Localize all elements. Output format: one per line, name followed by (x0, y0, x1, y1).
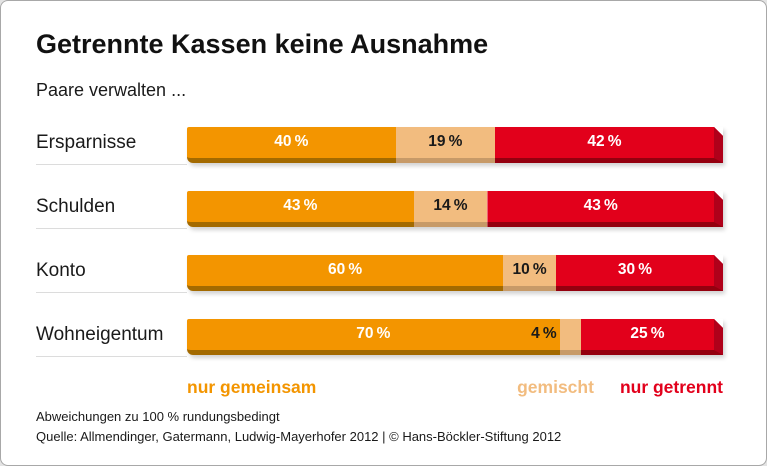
chart-row: Schulden 43 % 14 % 43 % (36, 165, 723, 229)
category-label: Ersparnisse (36, 127, 187, 165)
stacked-bar: 60 % 10 % 30 % (187, 255, 723, 291)
bar-segment-nur-getrennt: 43 % (487, 191, 723, 227)
stacked-bar: 43 % 14 % 43 % (187, 191, 723, 227)
percent-label: 14 % (433, 197, 468, 214)
bar-segment-gemischt: 14 % (413, 191, 488, 227)
chart-rows: Ersparnisse 40 % 19 % 42 % Schulden 43 % 14 % 4… (36, 101, 723, 357)
percent-label: 4 % (531, 325, 557, 342)
bar-segment-nur-gemeinsam: 43 % (187, 191, 414, 227)
bar-segment-nur-gemeinsam: 60 % (187, 255, 504, 291)
percent-label: 25 % (630, 325, 665, 342)
bar-segment-nur-getrennt: 30 % (556, 255, 723, 291)
percent-label: 60 % (328, 261, 363, 278)
page-title: Getrennte Kassen keine Ausnahme (36, 29, 489, 59)
percent-label: 19 % (428, 133, 463, 150)
percent-label: 42 % (587, 133, 622, 150)
legend-item-gemischt: gemischt (517, 377, 594, 397)
bar-segment-nur-gemeinsam: 40 % (187, 127, 396, 163)
legend-item-nur-getrennt: nur getrennt (619, 377, 723, 397)
category-label: Schulden (36, 191, 187, 229)
category-label: Wohneigentum (36, 319, 187, 357)
bar-segment-gemischt: 19 % (395, 127, 495, 163)
chart-row: Ersparnisse 40 % 19 % 42 % (36, 101, 723, 165)
chart-footer: Abweichungen zu 100 % rundungsbedingt Qu… (36, 407, 731, 447)
bar-segment-nur-getrennt: 25 % (581, 319, 723, 355)
footnote: Abweichungen zu 100 % rundungsbedingt (36, 409, 280, 424)
bar-segment-gemischt: 4 % (531, 319, 581, 355)
stacked-bar: 70 % 4 % 25 % (187, 319, 723, 355)
stacked-bar: 40 % 19 % 42 % (187, 127, 723, 163)
chart-row: Wohneigentum 70 % 4 % 25 % (36, 293, 723, 357)
percent-label: 30 % (617, 261, 653, 278)
chart-legend: nur gemeinsam gemischt nur getrennt (187, 377, 723, 397)
chart-row: Konto 60 % 10 % 30 % (36, 229, 723, 293)
percent-label: 10 % (512, 261, 547, 278)
chart-subtitle: Paare verwalten ... (36, 80, 187, 100)
percent-label: 43 % (583, 197, 618, 214)
category-label: Konto (36, 255, 187, 293)
bar-segment-gemischt: 10 % (503, 255, 556, 291)
bar-segment-nur-getrennt: 42 % (495, 127, 723, 163)
source-credit: Quelle: Allmendinger, Gatermann, Ludwig-… (36, 429, 562, 444)
percent-label: 40 % (274, 133, 309, 150)
percent-label: 70 % (356, 325, 391, 342)
legend-item-nur-gemeinsam: nur gemeinsam (187, 377, 317, 397)
bar-segment-nur-gemeinsam: 70 % (187, 319, 560, 355)
percent-label: 43 % (283, 197, 318, 214)
